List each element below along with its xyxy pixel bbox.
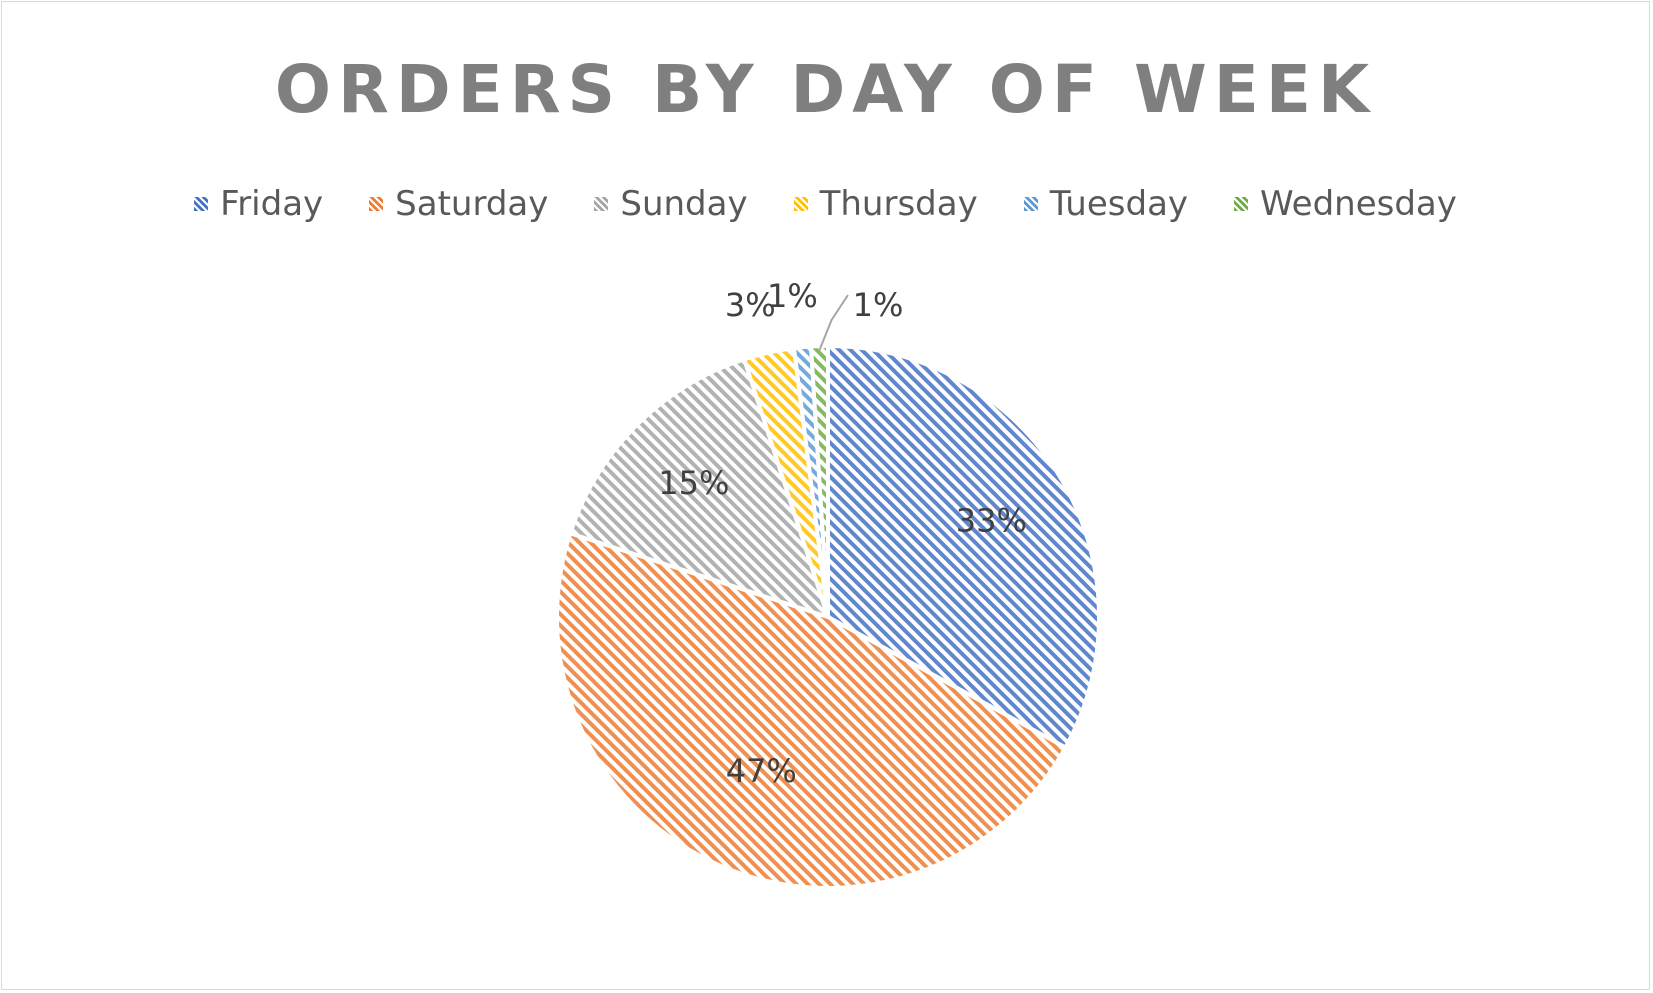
data-label-saturday: 47% [726,752,797,790]
pie-slice-friday [826,343,1101,751]
leader-line-wednesday [818,294,849,351]
legend-label-friday: Friday [220,184,324,224]
legend-swatch-thursday [793,197,808,211]
legend-label-thursday: Thursday [819,184,978,224]
legend-label-tuesday: Tuesday [1049,184,1189,224]
legend-item-thursday: Thursday [793,184,978,224]
legend-item-tuesday: Tuesday [1023,184,1189,224]
legend-item-sunday: Sunday [594,184,748,224]
data-label-wednesday: 1% [853,286,904,324]
data-label-thursday: 3% [725,286,776,324]
legend-item-friday: Friday [194,184,323,224]
legend-item-saturday: Saturday [369,184,548,224]
chart-legend: Friday Saturday Sunday Thursday Tuesday Wedne… [2,184,1649,224]
legend-swatch-friday [194,197,209,211]
data-label-friday: 33% [956,501,1027,539]
chart-title: ORDERS BY DAY OF WEEK [274,51,1377,128]
legend-swatch-sunday [594,197,609,211]
legend-swatch-tuesday [1023,197,1038,211]
legend-item-wednesday: Wednesday [1234,184,1457,224]
data-label-tuesday: 1% [767,277,818,315]
pie-slice-wednesday [808,343,830,618]
legend-label-saturday: Saturday [395,184,549,224]
legend-swatch-wednesday [1234,197,1249,211]
pie-slice-saturday [555,530,1069,890]
data-label-sunday: 15% [658,464,729,502]
legend-swatch-saturday [369,197,384,211]
legend-label-sunday: Sunday [620,184,748,224]
legend-label-wednesday: Wednesday [1260,184,1457,224]
